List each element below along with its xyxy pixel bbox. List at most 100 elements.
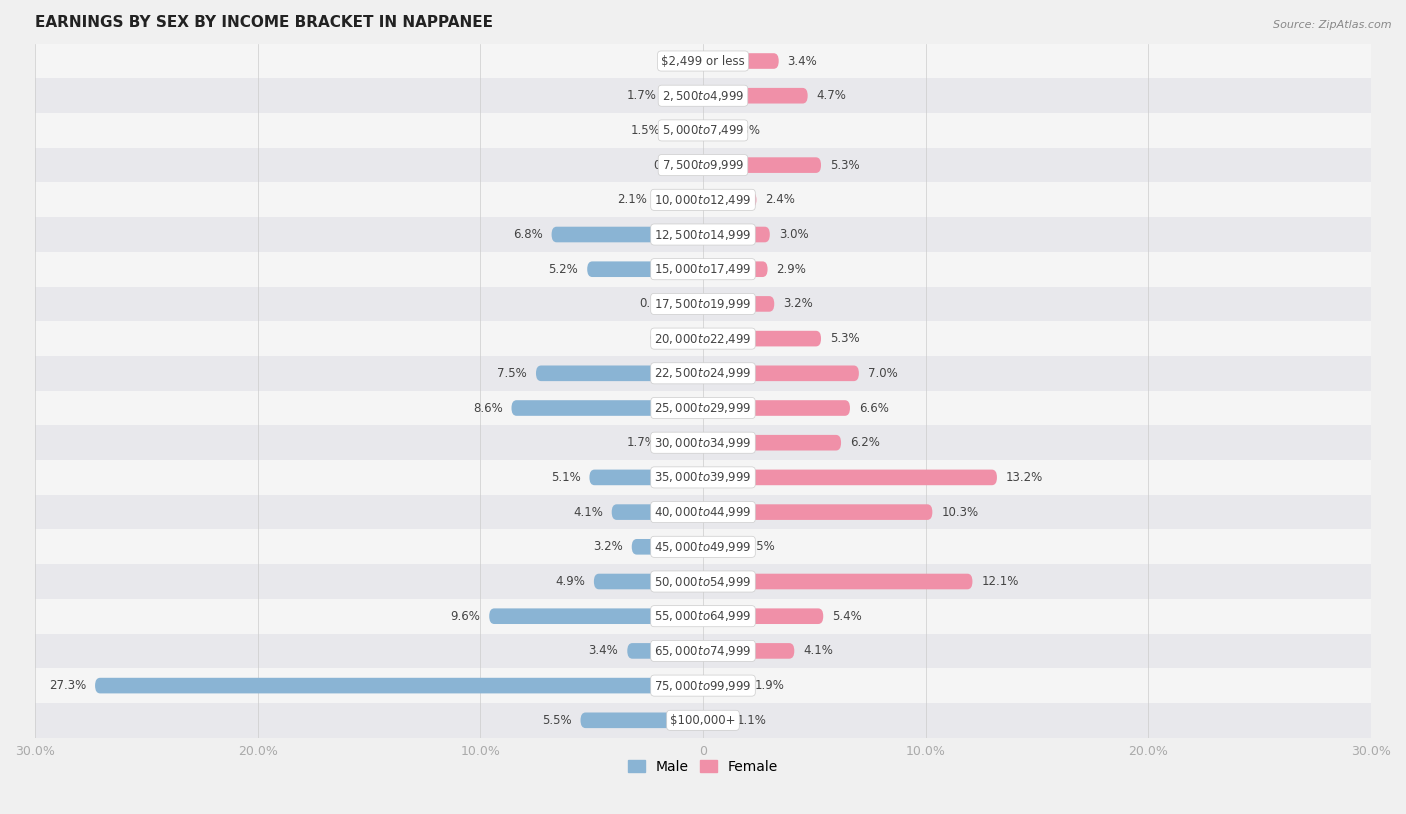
Text: 5.2%: 5.2% [548,263,578,276]
FancyBboxPatch shape [703,192,756,208]
Bar [35,356,1371,391]
FancyBboxPatch shape [703,643,794,659]
Bar [35,148,1371,182]
Bar [35,633,1371,668]
Text: $30,000 to $34,999: $30,000 to $34,999 [654,435,752,449]
FancyBboxPatch shape [657,192,703,208]
FancyBboxPatch shape [703,296,775,312]
Text: 0.77%: 0.77% [640,297,676,310]
Text: 10.3%: 10.3% [941,505,979,519]
Text: 1.1%: 1.1% [737,714,766,727]
Bar [35,182,1371,217]
Text: $10,000 to $12,499: $10,000 to $12,499 [654,193,752,207]
Bar [35,113,1371,148]
Bar [35,703,1371,737]
Bar [35,668,1371,703]
FancyBboxPatch shape [536,365,703,381]
FancyBboxPatch shape [627,643,703,659]
Text: 4.1%: 4.1% [572,505,603,519]
FancyBboxPatch shape [589,470,703,485]
FancyBboxPatch shape [695,330,703,347]
Text: EARNINGS BY SEX BY INCOME BRACKET IN NAPPANEE: EARNINGS BY SEX BY INCOME BRACKET IN NAP… [35,15,494,30]
Text: 6.2%: 6.2% [851,436,880,449]
Text: 13.2%: 13.2% [1005,471,1043,484]
Text: $22,500 to $24,999: $22,500 to $24,999 [654,366,752,380]
Text: 5.1%: 5.1% [551,471,581,484]
Text: 5.3%: 5.3% [830,332,859,345]
Text: 6.6%: 6.6% [859,401,889,414]
Text: $25,000 to $29,999: $25,000 to $29,999 [654,401,752,415]
Bar [35,287,1371,322]
Text: 5.5%: 5.5% [541,714,572,727]
FancyBboxPatch shape [703,435,841,450]
Text: $75,000 to $99,999: $75,000 to $99,999 [654,679,752,693]
Text: 0.36%: 0.36% [650,332,686,345]
Bar [35,217,1371,252]
Text: $2,500 to $4,999: $2,500 to $4,999 [662,89,744,103]
Bar [35,495,1371,529]
FancyBboxPatch shape [692,157,703,173]
Text: 27.3%: 27.3% [49,679,86,692]
Text: $20,000 to $22,499: $20,000 to $22,499 [654,331,752,346]
FancyBboxPatch shape [703,470,997,485]
FancyBboxPatch shape [669,123,703,138]
Text: 4.7%: 4.7% [817,90,846,103]
FancyBboxPatch shape [703,400,851,416]
Bar [35,391,1371,426]
FancyBboxPatch shape [703,539,737,554]
Text: 0.0%: 0.0% [665,55,695,68]
FancyBboxPatch shape [703,123,714,138]
Bar [35,322,1371,356]
FancyBboxPatch shape [703,330,821,347]
Text: 2.1%: 2.1% [617,193,647,206]
FancyBboxPatch shape [703,712,727,728]
FancyBboxPatch shape [588,261,703,277]
Text: 1.9%: 1.9% [754,679,785,692]
Text: 6.8%: 6.8% [513,228,543,241]
Text: 12.1%: 12.1% [981,575,1019,588]
FancyBboxPatch shape [96,678,703,694]
Bar [35,460,1371,495]
Text: $45,000 to $49,999: $45,000 to $49,999 [654,540,752,554]
Text: $7,500 to $9,999: $7,500 to $9,999 [662,158,744,172]
FancyBboxPatch shape [489,608,703,624]
Text: 4.1%: 4.1% [803,645,834,658]
FancyBboxPatch shape [703,608,824,624]
FancyBboxPatch shape [703,365,859,381]
Text: Source: ZipAtlas.com: Source: ZipAtlas.com [1274,20,1392,30]
FancyBboxPatch shape [665,88,703,103]
Text: 1.7%: 1.7% [626,436,657,449]
FancyBboxPatch shape [612,505,703,520]
Text: $50,000 to $54,999: $50,000 to $54,999 [654,575,752,589]
FancyBboxPatch shape [665,435,703,450]
Text: $40,000 to $44,999: $40,000 to $44,999 [654,505,752,519]
Bar [35,426,1371,460]
Text: 7.5%: 7.5% [498,367,527,380]
Text: $35,000 to $39,999: $35,000 to $39,999 [654,470,752,484]
Text: 2.4%: 2.4% [765,193,796,206]
Text: $17,500 to $19,999: $17,500 to $19,999 [654,297,752,311]
Text: $12,500 to $14,999: $12,500 to $14,999 [654,227,752,242]
Text: 3.2%: 3.2% [593,540,623,554]
Text: 2.9%: 2.9% [776,263,807,276]
FancyBboxPatch shape [703,261,768,277]
FancyBboxPatch shape [703,505,932,520]
Text: $100,000+: $100,000+ [671,714,735,727]
Text: 0.53%: 0.53% [724,124,761,137]
Bar [35,529,1371,564]
FancyBboxPatch shape [686,296,703,312]
Bar [35,44,1371,78]
Text: 3.2%: 3.2% [783,297,813,310]
FancyBboxPatch shape [631,539,703,554]
Text: 8.6%: 8.6% [472,401,502,414]
Text: $2,499 or less: $2,499 or less [661,55,745,68]
Text: 1.5%: 1.5% [745,540,775,554]
Text: $55,000 to $64,999: $55,000 to $64,999 [654,609,752,624]
Text: 3.4%: 3.4% [787,55,817,68]
Text: 7.0%: 7.0% [868,367,897,380]
FancyBboxPatch shape [703,88,807,103]
Text: 5.3%: 5.3% [830,159,859,172]
Text: 0.5%: 0.5% [654,159,683,172]
FancyBboxPatch shape [581,712,703,728]
Bar [35,78,1371,113]
